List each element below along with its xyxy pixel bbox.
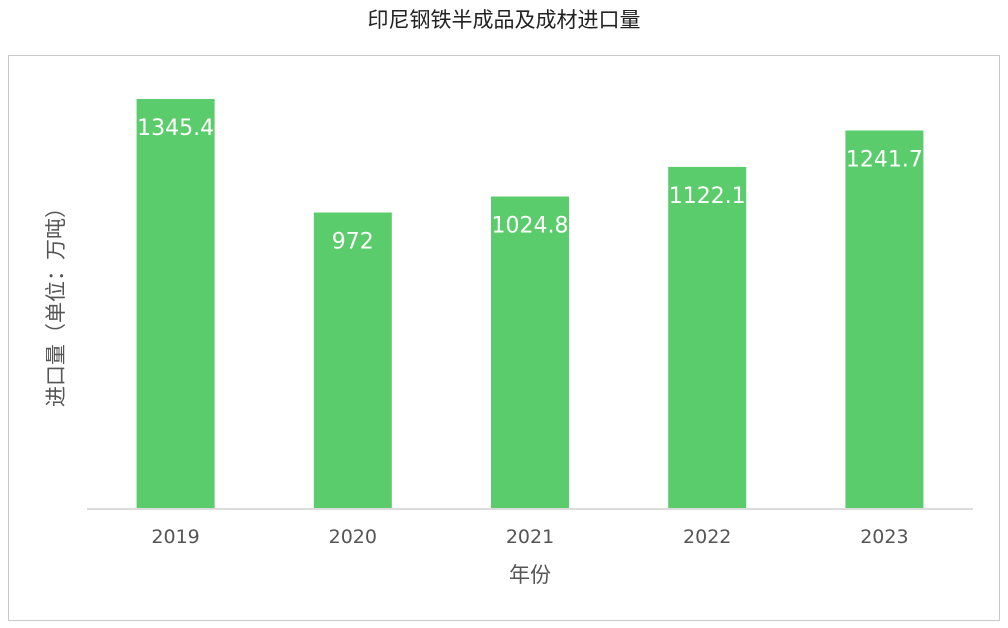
bar-2021 xyxy=(491,196,569,508)
x-tick-labels: 2019 2020 2021 2022 2023 xyxy=(151,526,908,548)
x-tick-label-2022: 2022 xyxy=(683,526,731,548)
x-tick-label-2019: 2019 xyxy=(151,526,199,548)
x-axis-title: 年份 xyxy=(509,563,551,587)
x-tick-label-2020: 2020 xyxy=(329,526,377,548)
y-axis-title: 进口量（单位：万吨） xyxy=(44,197,68,407)
chart-title: 印尼钢铁半成品及成材进口量 xyxy=(367,8,641,32)
x-tick-label-2021: 2021 xyxy=(506,526,554,548)
data-label-2023: 1241.7 xyxy=(846,148,923,173)
bars-layer xyxy=(136,99,924,508)
data-labels: 1345.4 972 1024.8 1122.1 1241.7 xyxy=(137,116,923,255)
chart-frame xyxy=(8,55,1000,621)
bar-2022 xyxy=(668,166,747,508)
bar-2019 xyxy=(136,99,215,508)
data-label-2019: 1345.4 xyxy=(137,116,214,141)
bar-2020 xyxy=(313,212,392,508)
data-label-2022: 1122.1 xyxy=(669,184,746,209)
data-label-2020: 972 xyxy=(332,230,374,255)
bar-2023 xyxy=(845,130,924,508)
data-label-2021: 1024.8 xyxy=(492,214,569,239)
x-tick-label-2023: 2023 xyxy=(860,526,908,548)
